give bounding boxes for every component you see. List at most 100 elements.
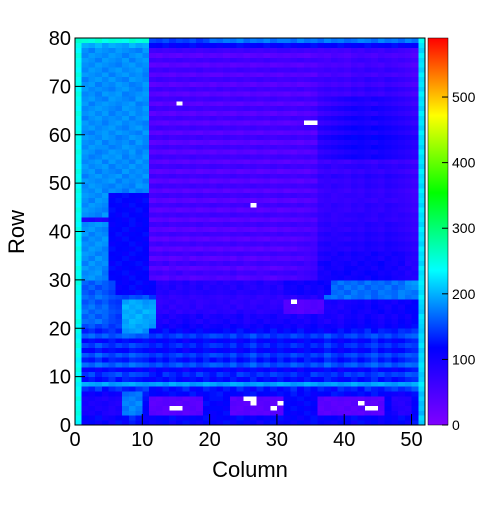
cell	[149, 42, 157, 49]
cell	[250, 144, 258, 150]
cell	[101, 400, 110, 407]
cell	[95, 246, 103, 252]
cell	[283, 323, 291, 329]
cell	[162, 250, 170, 257]
cell	[337, 294, 345, 300]
cell	[202, 38, 211, 44]
cell	[182, 115, 190, 121]
cell	[149, 134, 157, 140]
cell	[202, 178, 211, 184]
cell	[283, 38, 291, 44]
cell	[209, 347, 217, 353]
cell	[310, 52, 318, 58]
cell	[310, 352, 318, 358]
cell	[290, 410, 298, 416]
cell	[115, 216, 123, 223]
cell	[169, 289, 177, 295]
cell	[391, 386, 399, 392]
cell	[276, 289, 285, 295]
cell	[411, 337, 419, 344]
cell	[297, 115, 305, 121]
cell	[202, 168, 211, 174]
cell	[202, 333, 211, 339]
cell	[384, 226, 392, 232]
cell	[297, 86, 305, 92]
cell	[303, 405, 311, 411]
cell	[108, 67, 116, 73]
cell	[142, 410, 150, 416]
cell	[209, 42, 217, 49]
cell	[411, 105, 419, 111]
cell	[75, 391, 83, 397]
cell	[101, 216, 110, 223]
cell	[297, 81, 305, 87]
cell	[391, 294, 399, 300]
cell	[371, 42, 379, 49]
cell	[128, 342, 136, 348]
cell	[337, 76, 345, 82]
cell	[189, 91, 197, 97]
cell	[256, 405, 264, 411]
cell	[276, 105, 285, 111]
cell	[290, 105, 298, 111]
cell	[135, 371, 143, 378]
cell	[418, 405, 426, 411]
cell	[303, 347, 311, 353]
cell	[88, 57, 96, 63]
cell	[297, 216, 305, 223]
cell	[128, 110, 136, 116]
cell	[223, 318, 231, 324]
cell	[142, 395, 150, 402]
cell	[256, 241, 264, 247]
cell	[229, 212, 237, 218]
cell	[330, 304, 338, 310]
cell	[169, 323, 177, 329]
cell	[75, 308, 83, 315]
cell	[196, 308, 204, 315]
cell	[209, 279, 217, 286]
cell	[115, 149, 123, 155]
cell	[155, 144, 163, 150]
cell	[142, 192, 150, 199]
cell	[357, 91, 365, 97]
cell	[196, 100, 204, 107]
cell	[162, 129, 170, 136]
cell	[398, 76, 406, 82]
cell	[169, 395, 177, 402]
cell	[398, 163, 406, 170]
cell	[182, 67, 190, 73]
cell	[155, 410, 163, 416]
cell	[377, 57, 386, 63]
cell	[371, 265, 379, 271]
cell	[115, 168, 123, 174]
cell	[330, 120, 338, 126]
cell	[283, 313, 291, 319]
cell	[256, 265, 264, 271]
cell	[175, 260, 184, 266]
cell	[350, 294, 359, 300]
cell	[243, 96, 251, 102]
cell	[155, 231, 163, 237]
colorbar-tick-label: 0	[452, 417, 460, 433]
cell	[330, 207, 338, 213]
cell	[229, 333, 237, 339]
cell	[324, 391, 332, 397]
cell	[189, 405, 197, 411]
cell	[223, 212, 231, 218]
cell	[398, 125, 406, 131]
cell	[243, 381, 251, 387]
cell	[135, 279, 143, 286]
cell	[236, 134, 244, 140]
cell	[189, 52, 197, 58]
cell	[276, 134, 285, 140]
y-tick-label: 50	[49, 173, 71, 195]
cell	[283, 386, 291, 392]
cell	[317, 270, 325, 276]
cell	[149, 357, 157, 363]
cell	[155, 386, 163, 392]
cell	[384, 76, 392, 82]
cell	[290, 96, 298, 102]
cell	[209, 342, 217, 348]
cell	[377, 366, 386, 373]
cell	[384, 178, 392, 184]
